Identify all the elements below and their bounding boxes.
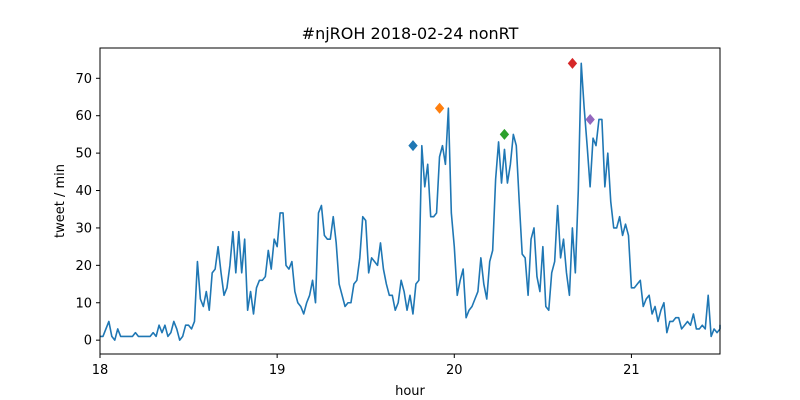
peak-marker-0 xyxy=(408,140,418,152)
peak-marker-4 xyxy=(585,113,595,125)
series-line-0 xyxy=(100,62,721,341)
x-tick-label: 20 xyxy=(446,363,463,378)
y-tick-label: 30 xyxy=(75,221,92,236)
x-axis-label: hour xyxy=(395,384,425,399)
y-axis-ticks: 0 10 20 30 40 50 60 70 xyxy=(75,72,100,349)
y-tick-label: 20 xyxy=(75,259,92,274)
y-tick-label: 10 xyxy=(75,296,92,311)
y-axis-label: tweet / min xyxy=(53,164,68,238)
y-tick-label: 70 xyxy=(75,72,92,87)
peak-markers-group xyxy=(408,57,595,152)
x-tick-label: 21 xyxy=(623,363,640,378)
peak-marker-3 xyxy=(567,57,578,69)
x-tick-label: 18 xyxy=(92,363,109,378)
x-tick-label: 19 xyxy=(269,363,286,378)
chart-title: #njROH 2018-02-24 nonRT xyxy=(302,24,519,43)
y-tick-label: 40 xyxy=(75,184,92,199)
y-tick-label: 60 xyxy=(75,109,92,124)
peak-marker-2 xyxy=(499,128,510,140)
x-axis-ticks: 18 19 20 21 xyxy=(92,354,640,378)
plot-frame xyxy=(99,47,721,355)
peak-marker-1 xyxy=(434,102,445,114)
y-tick-label: 0 xyxy=(84,334,92,349)
plot-series-group xyxy=(100,62,721,341)
y-tick-label: 50 xyxy=(75,147,92,162)
